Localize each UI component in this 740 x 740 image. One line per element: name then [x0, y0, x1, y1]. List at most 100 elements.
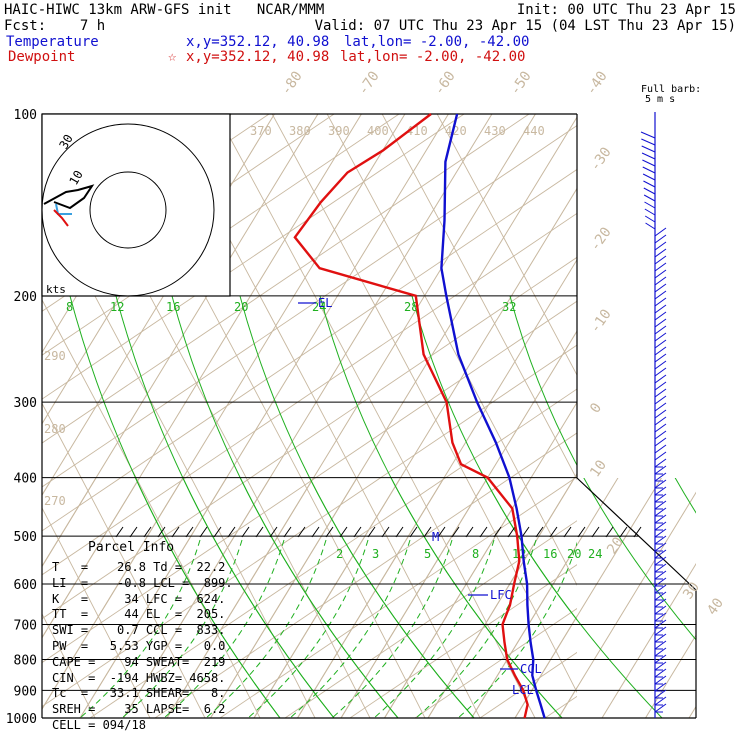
parcel-info-row: TT = 44 EL = 205.	[52, 607, 226, 622]
barb-legend-unit: 5 m s	[645, 94, 676, 105]
wind-barb	[654, 605, 667, 615]
tick-mark	[535, 526, 544, 538]
isotherm-label: -40	[583, 68, 611, 98]
wind-barb	[654, 479, 667, 489]
dewpoint-xy: x,y=352.12, 40.98	[186, 49, 330, 65]
adiabat-line	[42, 344, 577, 708]
theta-label: 290	[44, 349, 66, 363]
pressure-label: 600	[14, 578, 37, 593]
wind-barb	[654, 584, 667, 594]
parcel-info-row: K = 34 LFC = 624.	[52, 591, 226, 606]
wind-barb	[654, 374, 667, 384]
tick-mark	[339, 526, 348, 538]
tick-mark	[549, 526, 558, 538]
hodograph-ring-label: 30	[56, 132, 75, 152]
tick-mark	[521, 526, 530, 538]
wind-barb	[643, 180, 656, 188]
isotherm-label: -30	[587, 144, 615, 174]
mixing-ratio-dashed-line	[163, 539, 285, 718]
init-time: Init: 00 UTC Thu 23 Apr 15	[516, 2, 736, 18]
hodograph-trace	[43, 184, 95, 210]
valid-time: Valid: 07 UTC Thu 23 Apr 15 (04 LST Thu …	[314, 18, 736, 34]
temperature-label: Temperature	[6, 34, 99, 50]
moist-adiabat-line	[42, 402, 206, 718]
wind-barb	[654, 304, 667, 314]
hodograph-unit-label: kts	[46, 283, 66, 296]
isotherm-line	[210, 478, 358, 718]
wind-barb	[654, 514, 667, 524]
adiabat-line	[349, 564, 577, 718]
wind-barb	[654, 549, 667, 559]
wind-barb	[654, 647, 667, 657]
mixing-ratio-line	[483, 478, 663, 718]
tick-mark	[115, 526, 124, 538]
mixing-ratio-line	[309, 478, 475, 718]
ccl-level-label: CCL	[520, 662, 542, 676]
tick-mark	[465, 526, 474, 538]
isotherm-line	[645, 634, 696, 718]
moist-adiabat-line	[42, 613, 96, 718]
mixing-ratio-label: 5	[424, 547, 431, 561]
moist-adiabat-line	[42, 507, 151, 718]
tick-mark	[381, 526, 390, 538]
mixing-ratio-line	[583, 478, 696, 641]
moist-adiabat-line	[326, 114, 577, 586]
isotherm-line	[42, 114, 319, 568]
adiabat-line	[42, 300, 577, 664]
tick-mark	[479, 526, 488, 538]
tick-mark	[255, 526, 264, 538]
theta-label: 380	[289, 124, 311, 138]
tick-mark	[619, 526, 628, 538]
wind-barb	[654, 528, 667, 538]
mixing-ratio-line	[674, 478, 696, 514]
parcel-info-title: Parcel Info	[88, 540, 175, 555]
theta-label: 440	[523, 124, 545, 138]
adiabat-line	[284, 520, 577, 718]
moist-adiabat-line	[216, 114, 536, 718]
parcel-info-row: SREH = 35 LAPSE= 6.2	[52, 702, 226, 717]
isotherm-label: -80	[278, 68, 306, 98]
wind-barb	[654, 388, 667, 398]
wind-barb	[654, 276, 667, 286]
parcel-info-row: CAPE = 94 SWEAT= 219	[52, 654, 226, 669]
wind-barb	[644, 208, 656, 216]
wind-barb	[654, 703, 667, 713]
wind-barb	[642, 159, 656, 167]
wind-barb	[654, 339, 667, 349]
isotherm-line	[471, 544, 577, 718]
isotherm-label: -60	[431, 68, 459, 98]
temperature-latlon: lat,lon= -2.00, -42.00	[344, 34, 530, 50]
pressure-label: 400	[14, 472, 37, 487]
mixing-ratio-label: 24	[588, 547, 602, 561]
mixing-ratio-label: 16	[166, 300, 180, 314]
mixing-ratio-line	[680, 296, 740, 718]
isotherm-line	[514, 478, 662, 718]
tick-mark	[157, 526, 166, 538]
adiabat-line	[42, 124, 577, 488]
isotherm-line	[253, 478, 401, 718]
lcl-label: LCL	[512, 683, 534, 697]
isotherm-label: 20	[604, 534, 627, 557]
parcel-info-row: Tc = 33.1 SHEAR= 8.	[52, 686, 226, 701]
wind-barb	[654, 430, 667, 440]
wind-barb	[654, 381, 667, 391]
mixing-ratio-label: 16	[543, 547, 557, 561]
tick-mark	[437, 526, 446, 538]
tick-mark	[367, 526, 376, 538]
theta-label: 390	[328, 124, 350, 138]
wind-barb	[654, 556, 667, 566]
wind-barb	[654, 675, 667, 685]
wind-barb	[642, 166, 656, 174]
wind-barb	[654, 353, 667, 363]
wind-barb	[654, 577, 667, 587]
wind-barb	[654, 262, 667, 272]
tick-mark	[227, 526, 236, 538]
wind-barb	[644, 201, 656, 209]
moist-adiabat-line	[271, 114, 577, 694]
mixing-ratio-dashed-line	[331, 539, 453, 718]
wind-barb	[654, 535, 667, 545]
adiabat-line	[479, 651, 577, 718]
adiabat-line	[544, 695, 577, 718]
wind-barb	[640, 131, 656, 139]
barb-legend-title: Full barb:	[641, 84, 702, 95]
